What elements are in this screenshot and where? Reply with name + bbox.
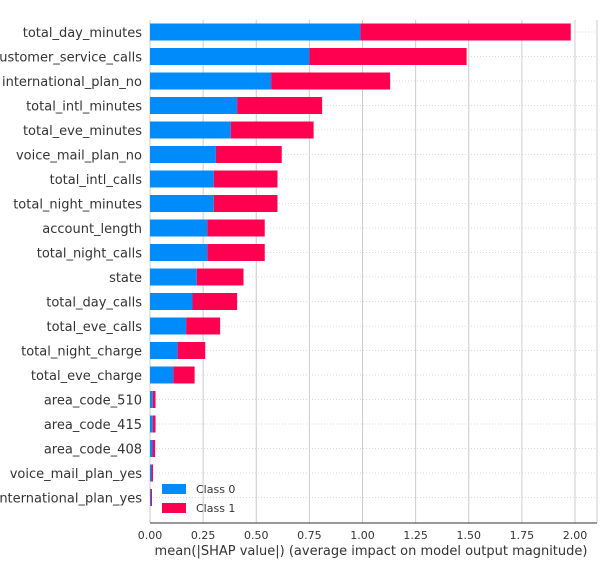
bar-class-0 — [150, 293, 193, 310]
x-tick-label: 0.00 — [138, 529, 163, 542]
bar-class-1 — [213, 170, 278, 188]
bar-class-1 — [152, 391, 156, 408]
bar-class-1 — [309, 48, 467, 65]
bar-class-0 — [150, 489, 151, 506]
bar-class-0 — [150, 342, 178, 359]
y-tick-label: voice_mail_plan_yes — [10, 467, 143, 482]
y-tick-label: total_night_minutes — [13, 198, 142, 213]
x-tick-label: 0.75 — [297, 529, 322, 542]
bar-class-0 — [150, 219, 208, 237]
bar-class-1 — [215, 146, 282, 163]
x-tick-label: 1.00 — [350, 529, 375, 542]
y-tick-label: total_day_minutes — [23, 26, 142, 41]
legend-label: Class 1 — [196, 502, 235, 515]
y-tick-label: total_intl_minutes — [26, 100, 142, 115]
y-tick-label: international_plan_yes — [0, 492, 142, 507]
y-tick-label: voice_mail_plan_no — [16, 149, 142, 164]
y-tick-label: total_eve_minutes — [23, 124, 142, 139]
bar-class-0 — [150, 23, 361, 41]
bar-class-0 — [150, 244, 208, 261]
bar-class-1 — [173, 366, 195, 384]
bar-class-0 — [150, 415, 153, 433]
bar-class-1 — [207, 244, 265, 261]
bar-class-0 — [150, 268, 197, 286]
bar-class-0 — [150, 464, 152, 482]
y-tick-label: total_night_charge — [21, 345, 142, 360]
y-tick-label: area_code_510 — [44, 394, 142, 409]
y-tick-label: area_code_415 — [44, 418, 142, 433]
bar-class-1 — [230, 121, 314, 139]
bar-class-0 — [150, 440, 153, 457]
y-tick-label: area_code_408 — [44, 443, 142, 458]
bar-class-1 — [192, 293, 238, 310]
y-tick-label: total_intl_calls — [50, 173, 143, 188]
x-tick-label: 1.50 — [457, 529, 482, 542]
y-tick-label: account_length — [42, 222, 142, 237]
bar-class-0 — [150, 317, 187, 335]
legend-label: Class 0 — [196, 483, 235, 496]
x-tick-label: 2.00 — [563, 529, 588, 542]
axis-layer: 0.00 0.25 0.50 0.75 1.00 1.25 1.50 1.75 2.00 — [138, 522, 597, 542]
y-tick-label: total_day_calls — [46, 296, 142, 311]
bar-class-0 — [150, 48, 310, 65]
x-tick-label: 0.50 — [244, 529, 269, 542]
legend: Class 0 Class 1 — [162, 483, 235, 515]
y-tick-label: customer_service_calls — [0, 51, 142, 66]
x-tick-label: 1.75 — [510, 529, 535, 542]
y-tick-label: total_night_calls — [37, 247, 143, 262]
bar-class-1 — [151, 464, 153, 482]
y-tick-label: state — [109, 271, 142, 286]
bar-class-0 — [150, 391, 153, 408]
x-axis-label: mean(|SHAP value|) (average impact on mo… — [155, 544, 588, 559]
bar-class-0 — [150, 72, 272, 90]
bar-class-0 — [150, 97, 238, 114]
bar-class-1 — [207, 219, 265, 237]
bar-class-1 — [177, 342, 206, 359]
bar-class-1 — [152, 440, 156, 457]
bar-class-0 — [150, 366, 174, 384]
bar-class-0 — [150, 195, 214, 212]
legend-swatch — [162, 484, 186, 494]
x-tick-label: 1.25 — [403, 529, 428, 542]
bar-class-0 — [150, 170, 214, 188]
bar-class-1 — [151, 489, 152, 506]
y-tick-label: total_eve_calls — [46, 320, 142, 335]
y-tick-label: total_eve_charge — [31, 369, 142, 384]
bar-class-1 — [152, 415, 156, 433]
bar-class-1 — [237, 97, 323, 114]
bar-class-1 — [360, 23, 571, 41]
legend-swatch — [162, 503, 186, 513]
bar-layer — [150, 23, 571, 506]
bar-class-1 — [196, 268, 244, 286]
y-tick-label: international_plan_no — [2, 75, 142, 90]
bar-class-0 — [150, 121, 231, 139]
bar-class-1 — [213, 195, 278, 212]
bar-class-0 — [150, 146, 216, 163]
bar-class-1 — [271, 72, 391, 90]
x-tick-label: 0.25 — [191, 529, 216, 542]
bar-class-1 — [186, 317, 221, 335]
label-layer: total_day_minutes customer_service_callsi… — [0, 26, 142, 507]
